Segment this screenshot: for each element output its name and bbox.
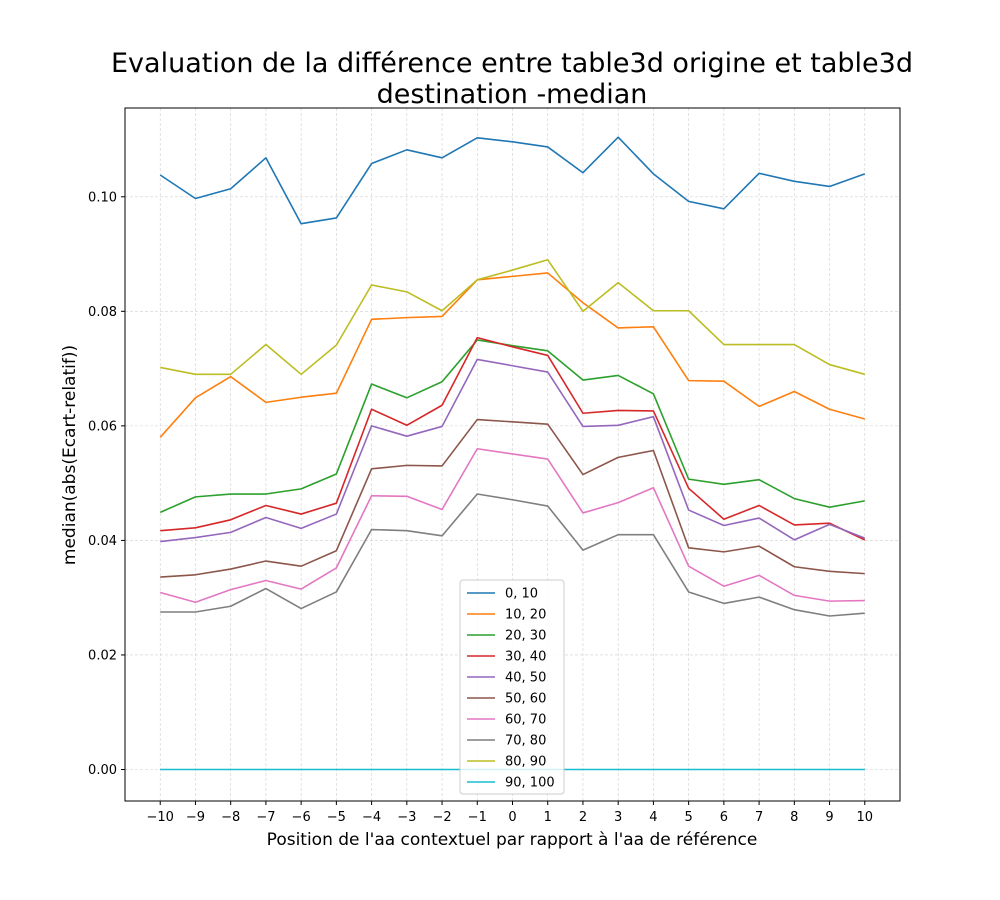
x-tick-label: −8 bbox=[221, 810, 240, 825]
x-tick-label: −4 bbox=[362, 810, 381, 825]
y-axis-ticks: 0.00 0.02 0.04 0.06 0.08 0.10 bbox=[88, 190, 125, 778]
legend-entry-label: 90, 100 bbox=[505, 776, 555, 791]
series-line bbox=[159, 339, 865, 514]
series-line bbox=[160, 447, 865, 604]
x-tick-label: 3 bbox=[614, 810, 622, 825]
y-tick-label: 0.06 bbox=[88, 419, 117, 434]
y-tick-label: 0.04 bbox=[88, 534, 117, 549]
series-lines bbox=[159, 136, 866, 771]
x-tick-label: 6 bbox=[720, 810, 728, 825]
y-tick-label: 0.10 bbox=[88, 190, 117, 205]
x-tick-label: 2 bbox=[579, 810, 587, 825]
x-tick-label: 1 bbox=[544, 810, 552, 825]
x-tick-label: 0 bbox=[508, 810, 516, 825]
legend-entry-label: 30, 40 bbox=[505, 650, 546, 665]
series-line bbox=[160, 258, 865, 376]
chart-title-line-2: destination -median bbox=[377, 79, 648, 110]
x-tick-label: −7 bbox=[256, 810, 275, 825]
y-tick-label: 0.02 bbox=[88, 648, 117, 663]
legend: 0, 10 10, 20 20, 30 30, 40 40, 50 50, 60 60, 7… bbox=[459, 579, 565, 795]
x-tick-label: 5 bbox=[684, 810, 692, 825]
x-tick-label: 9 bbox=[825, 810, 833, 825]
legend-entry-label: 40, 50 bbox=[505, 671, 546, 686]
x-tick-label: 10 bbox=[856, 810, 873, 825]
x-tick-label: −1 bbox=[468, 810, 487, 825]
legend-entry-label: 10, 20 bbox=[505, 608, 546, 623]
y-tick-label: 0.08 bbox=[88, 305, 117, 320]
x-tick-label: 8 bbox=[790, 810, 798, 825]
x-tick-label: −6 bbox=[292, 810, 311, 825]
legend-entry-label: 20, 30 bbox=[505, 629, 546, 644]
series-line bbox=[160, 493, 865, 617]
chart-title-line-1: Evaluation de la différence entre table3… bbox=[111, 48, 913, 79]
series-line bbox=[160, 336, 866, 541]
legend-entry-label: 50, 60 bbox=[505, 692, 546, 707]
x-tick-label: 7 bbox=[755, 810, 763, 825]
x-axis-ticks: −10 −9 −8 −7 −6 −5 −4 −3 −2 −1 0 1 2 3 4 5 6 7 8 9 10 bbox=[147, 801, 873, 825]
x-axis-label: Position de l'aa contextuel par rapport … bbox=[267, 830, 758, 850]
y-axis-label: median(abs(Ecart-relatif)) bbox=[60, 345, 80, 565]
legend-entry-label: 0, 10 bbox=[505, 587, 538, 602]
x-tick-label: 4 bbox=[649, 810, 657, 825]
series-line bbox=[160, 418, 865, 578]
x-tick-label: −2 bbox=[432, 810, 451, 825]
x-tick-label: −10 bbox=[147, 810, 174, 825]
x-tick-label: −3 bbox=[397, 810, 416, 825]
x-tick-label: −9 bbox=[186, 810, 205, 825]
legend-entry-label: 80, 90 bbox=[505, 755, 546, 770]
series-line bbox=[160, 358, 866, 543]
legend-entry-label: 70, 80 bbox=[505, 734, 546, 749]
series-line bbox=[159, 136, 866, 225]
legend-entry-label: 60, 70 bbox=[505, 713, 546, 728]
y-tick-label: 0.00 bbox=[88, 763, 117, 778]
x-tick-label: −5 bbox=[327, 810, 346, 825]
series-line bbox=[159, 272, 865, 438]
